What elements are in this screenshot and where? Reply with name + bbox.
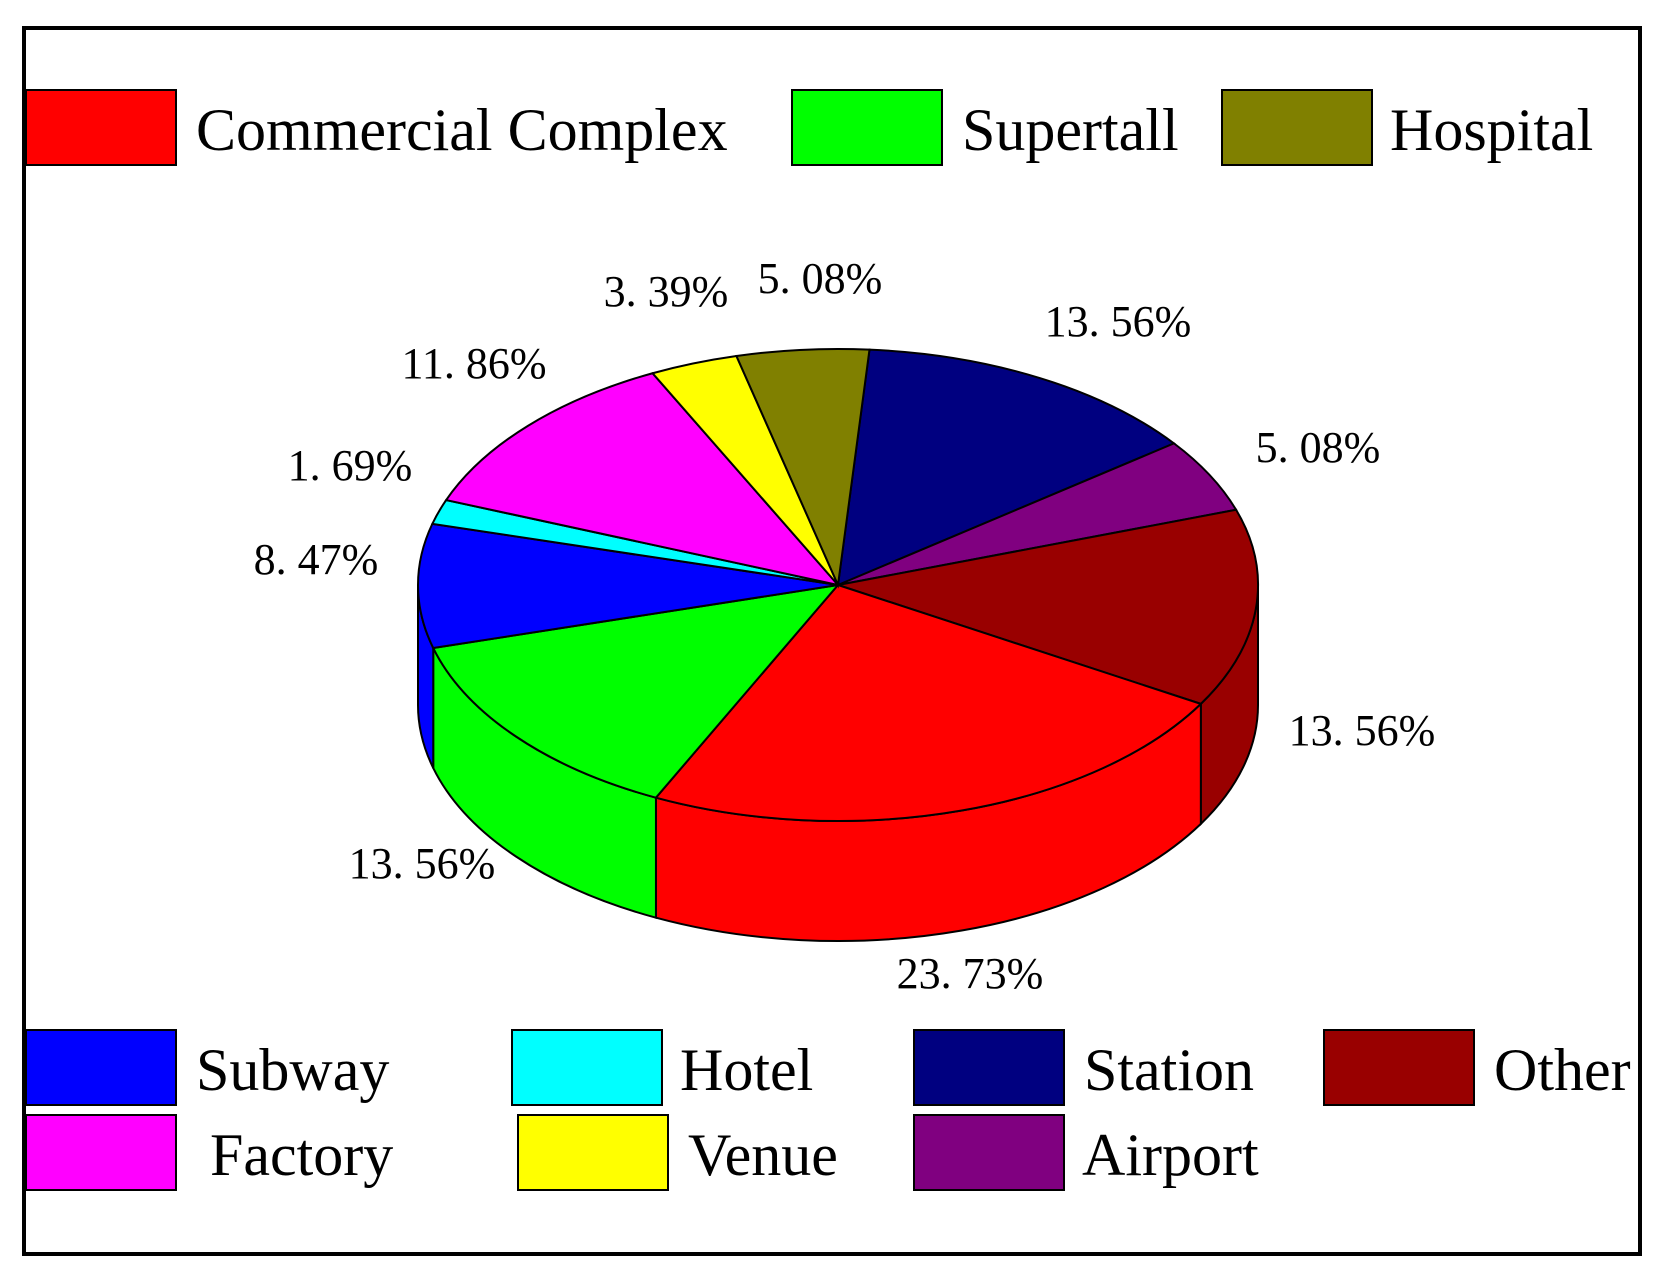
legend-item-station: Station <box>913 1029 1254 1106</box>
data-label-factory: 11. 86% <box>401 339 546 388</box>
legend-swatch-hospital <box>1221 89 1373 166</box>
pie-top <box>417 348 1259 822</box>
legend-swatch-supertall <box>791 89 943 166</box>
slice-subway <box>417 522 839 650</box>
data-label-other: 13. 56% <box>1289 706 1436 755</box>
legend-item-factory: Factory <box>25 1114 393 1191</box>
data-label-subway: 8. 47% <box>254 535 379 584</box>
slice-factory <box>444 372 841 587</box>
legend-label-commercial-complex: Commercial Complex <box>196 97 728 163</box>
legend-label-supertall: Supertall <box>962 97 1179 163</box>
legend-item-commercial-complex: Commercial Complex <box>25 89 728 166</box>
legend-swatch-factory <box>25 1114 177 1191</box>
legend-item-hospital: Hospital <box>1221 89 1593 166</box>
legend-label-factory: Factory <box>210 1122 393 1188</box>
legend-label-station: Station <box>1084 1037 1254 1103</box>
legend-label-subway: Subway <box>196 1037 389 1103</box>
legend-label-airport: Airport <box>1082 1122 1259 1188</box>
data-label-hospital: 5. 08% <box>758 254 883 303</box>
legend-swatch-airport <box>913 1114 1065 1191</box>
legend-swatch-station <box>913 1029 1065 1106</box>
slice-supertall <box>431 583 841 799</box>
data-label-station: 13. 56% <box>1045 297 1192 346</box>
legend-item-hotel: Hotel <box>511 1029 813 1106</box>
slice-hospital <box>735 348 871 589</box>
data-label-airport: 5. 08% <box>1256 423 1381 472</box>
pie-side-walls <box>417 584 1259 942</box>
legend-item-other: Other <box>1323 1029 1631 1106</box>
legend-swatch-other <box>1323 1029 1475 1106</box>
legend-swatch-hotel <box>511 1029 663 1106</box>
legend-item-venue: Venue <box>517 1114 838 1191</box>
legend-label-hospital: Hospital <box>1390 97 1593 163</box>
slice-commercial-complex <box>654 583 1203 822</box>
legend-label-other: Other <box>1494 1037 1631 1103</box>
legend-label-venue: Venue <box>688 1122 838 1188</box>
legend-item-airport: Airport <box>913 1114 1259 1191</box>
slice-station <box>836 348 1176 587</box>
label-layer: 13. 56% 5. 08% 13. 56% 23. 73% 13. 56% 8. 47%… <box>254 254 1436 998</box>
data-label-venue: 3. 39% <box>604 267 729 316</box>
slice-other <box>837 508 1259 706</box>
legend-swatch-venue <box>517 1114 669 1191</box>
legend: Commercial Complex Supertall Hospital Subwa… <box>25 89 1631 1191</box>
legend-item-supertall: Supertall <box>791 89 1179 166</box>
data-label-commercial-complex: 23. 73% <box>897 949 1044 998</box>
legend-label-hotel: Hotel <box>680 1037 813 1103</box>
data-label-hotel: 1. 69% <box>288 441 413 490</box>
legend-item-subway: Subway <box>25 1029 389 1106</box>
legend-swatch-subway <box>25 1029 177 1106</box>
legend-swatch-commercial-complex <box>25 89 177 166</box>
data-label-supertall: 13. 56% <box>349 839 496 888</box>
pie-layer <box>417 348 1259 942</box>
